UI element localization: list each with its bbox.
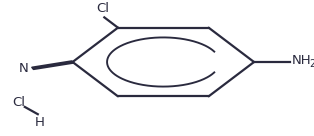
Text: Cl: Cl [12, 96, 25, 109]
Text: N: N [19, 62, 28, 75]
Text: Cl: Cl [96, 2, 109, 15]
Text: NH: NH [292, 54, 311, 67]
Text: H: H [34, 115, 44, 129]
Text: 2: 2 [309, 59, 314, 69]
